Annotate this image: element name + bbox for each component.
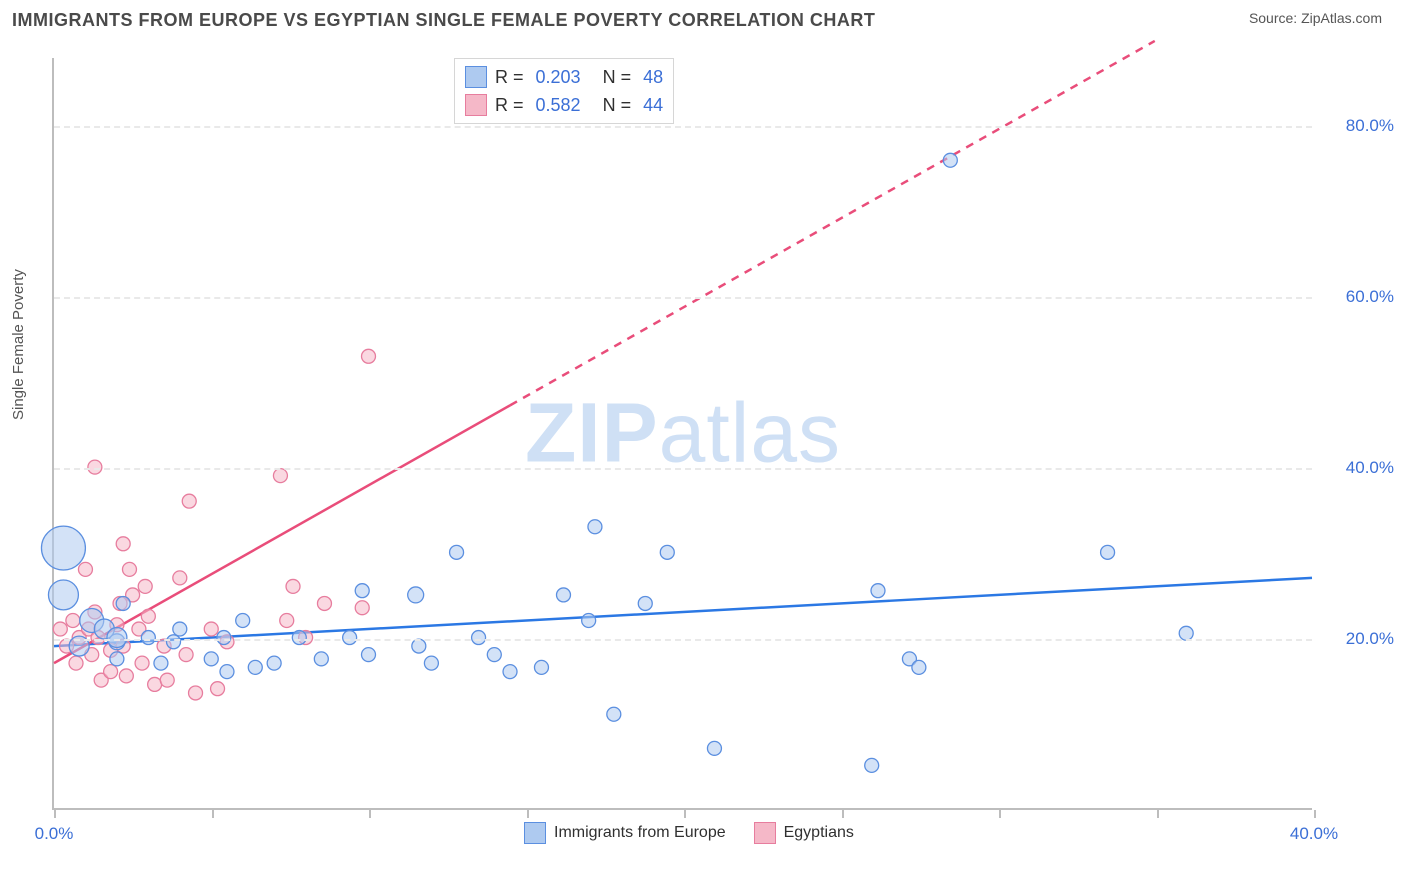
y-axis-label: Single Female Poverty: [10, 269, 27, 420]
legend-label: Immigrants from Europe: [554, 824, 726, 842]
corr-n-value: 44: [643, 91, 663, 119]
chart-svg: [54, 58, 1312, 808]
legend-item-europe: Immigrants from Europe: [524, 822, 726, 844]
x-tick: [212, 810, 214, 818]
correlation-row-europe: R = 0.203 N = 48: [465, 63, 663, 91]
x-tick: [1157, 810, 1159, 818]
gridline: [54, 126, 1312, 128]
swatch-egypt: [754, 822, 776, 844]
x-tick: [684, 810, 686, 818]
swatch-egypt: [465, 94, 487, 116]
chart-title: IMMIGRANTS FROM EUROPE VS EGYPTIAN SINGL…: [12, 10, 875, 31]
chart-source: Source: ZipAtlas.com: [1249, 10, 1382, 26]
gridline: [54, 468, 1312, 470]
x-tick: [842, 810, 844, 818]
corr-r-value: 0.582: [536, 91, 581, 119]
x-tick: [1314, 810, 1316, 818]
corr-n-label: N =: [603, 63, 632, 91]
x-tick: [527, 810, 529, 818]
x-tick: [369, 810, 371, 818]
chart-header: IMMIGRANTS FROM EUROPE VS EGYPTIAN SINGL…: [0, 0, 1406, 31]
legend-label: Egyptians: [784, 824, 854, 842]
y-tick-label: 20.0%: [1346, 629, 1394, 649]
legend-item-egypt: Egyptians: [754, 822, 854, 844]
correlation-row-egypt: R = 0.582 N = 44: [465, 91, 663, 119]
corr-r-value: 0.203: [536, 63, 581, 91]
x-tick-label: 0.0%: [35, 824, 74, 844]
bottom-legend: Immigrants from Europe Egyptians: [524, 822, 854, 844]
x-tick: [54, 810, 56, 818]
corr-r-label: R =: [495, 91, 524, 119]
y-tick-label: 40.0%: [1346, 458, 1394, 478]
corr-r-label: R =: [495, 63, 524, 91]
y-tick-label: 60.0%: [1346, 287, 1394, 307]
swatch-europe: [465, 66, 487, 88]
y-tick-label: 80.0%: [1346, 116, 1394, 136]
corr-n-label: N =: [603, 91, 632, 119]
gridline: [54, 639, 1312, 641]
swatch-europe: [524, 822, 546, 844]
x-tick: [999, 810, 1001, 818]
x-tick-label: 40.0%: [1290, 824, 1338, 844]
correlation-legend: R = 0.203 N = 48 R = 0.582 N = 44: [454, 58, 674, 124]
corr-n-value: 48: [643, 63, 663, 91]
gridline: [54, 297, 1312, 299]
plot-area: ZIPatlas R = 0.203 N = 48 R = 0.582 N = …: [52, 58, 1312, 810]
